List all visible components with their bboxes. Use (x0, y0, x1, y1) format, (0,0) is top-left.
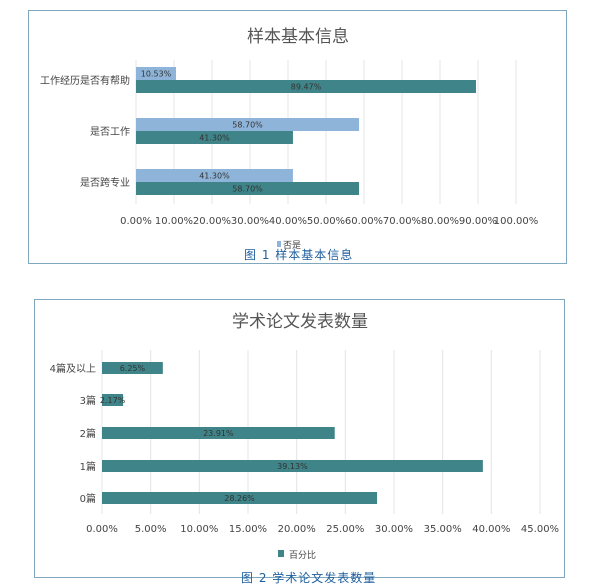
x-tick-label-1-1: 10.00% (155, 216, 193, 227)
chart-title-1: 样本基本信息 (247, 27, 349, 47)
x-tick-label-1-10: 100.00% (494, 216, 539, 227)
x-tick-label-1-4: 40.00% (269, 216, 307, 227)
bar-data-label-1-0-0: 10.53% (141, 70, 172, 79)
category-label-2-2: 2篇 (80, 427, 96, 440)
x-tick-label-2-5: 25.00% (326, 524, 364, 535)
chart-panel-sample-info (28, 10, 567, 264)
bar-2-0-1 (102, 394, 124, 406)
x-tick-label-2-2: 10.00% (180, 524, 218, 535)
bar-data-label-2-0-0: 6.25% (120, 364, 146, 373)
bar-data-label-1-0-2: 41.30% (199, 172, 230, 181)
bar-data-label-1-0-1: 58.70% (232, 121, 263, 130)
bar-data-label-2-0-2: 23.91% (203, 429, 234, 438)
x-tick-label-1-8: 80.00% (421, 216, 459, 227)
x-tick-label-2-3: 15.00% (229, 524, 267, 535)
bar-1-0-2 (136, 169, 293, 182)
bar-data-label-1-1-2: 58.70% (232, 185, 263, 194)
bar-data-label-1-1-0: 89.47% (291, 83, 322, 92)
bar-data-label-2-0-3: 39.13% (277, 462, 308, 471)
legend-label-2-0: 百分比 (289, 549, 316, 561)
figure-caption-1: 图 1 样本基本信息 (244, 248, 354, 262)
x-tick-label-1-7: 70.00% (383, 216, 421, 227)
x-tick-label-2-7: 35.00% (424, 524, 462, 535)
category-label-2-0: 4篇及以上 (50, 362, 96, 375)
x-tick-label-2-1: 5.00% (135, 524, 167, 535)
x-tick-label-1-5: 50.00% (307, 216, 345, 227)
legend-swatch-2-0 (278, 550, 284, 557)
x-tick-label-2-9: 45.00% (521, 524, 559, 535)
bar-data-label-2-0-1: 2.17% (100, 396, 126, 405)
x-tick-label-1-6: 60.00% (345, 216, 383, 227)
category-label-1-1: 是否工作 (90, 126, 130, 138)
figure-caption-2: 图 2 学术论文发表数量 (241, 571, 377, 585)
bar-2-0-4 (102, 492, 378, 504)
chart-title-2: 学术论文发表数量 (232, 312, 368, 332)
category-label-2-4: 0篇 (80, 492, 96, 505)
legend-label-1: 否是 (283, 240, 301, 251)
x-tick-label-1-3: 30.00% (231, 216, 269, 227)
bar-1-1-1 (136, 131, 293, 144)
x-tick-label-1-2: 20.00% (193, 216, 231, 227)
x-tick-label-2-4: 20.00% (278, 524, 316, 535)
bar-1-0-1 (136, 118, 360, 131)
bar-1-0-0 (136, 67, 177, 80)
category-label-1-0: 工作经历是否有帮助 (40, 74, 130, 87)
category-label-2-1: 3篇 (80, 394, 96, 407)
bar-1-1-2 (136, 182, 360, 195)
bar-1-1-0 (136, 80, 476, 93)
x-tick-label-1-0: 0.00% (120, 216, 152, 227)
category-label-1-2: 是否跨专业 (80, 176, 130, 189)
x-tick-label-2-8: 40.00% (472, 524, 510, 535)
x-tick-label-2-6: 30.00% (375, 524, 413, 535)
bar-data-label-2-0-4: 28.26% (224, 494, 255, 503)
bar-data-label-1-1-1: 41.30% (199, 134, 230, 143)
bar-2-0-3 (102, 460, 483, 472)
x-tick-label-1-9: 90.00% (459, 216, 497, 227)
bar-2-0-0 (102, 362, 163, 374)
legend-swatch-1-0 (277, 241, 281, 247)
bar-2-0-2 (102, 427, 335, 439)
x-tick-label-2-0: 0.00% (86, 524, 118, 535)
category-label-2-3: 1篇 (80, 460, 96, 473)
